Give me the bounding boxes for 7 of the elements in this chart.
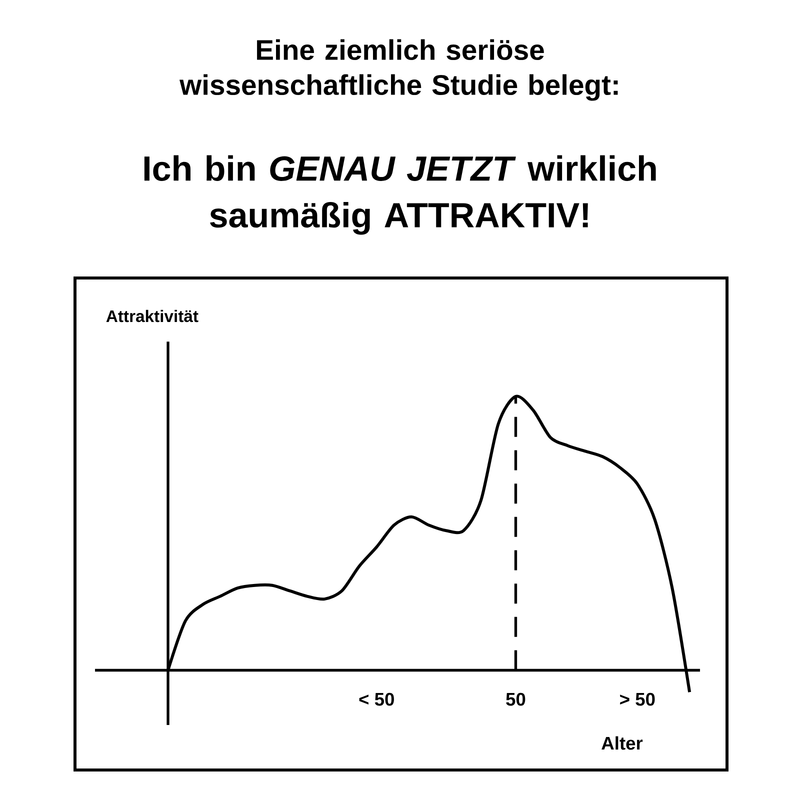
chart-title: Eine ziemlich seriöse wissenschaftliche Studie belegt: [180, 39, 618, 101]
x-axis-title: Alter [602, 736, 643, 750]
x-tick-label: 50 [506, 692, 526, 706]
x-tick-label: > 50 [620, 692, 655, 706]
chart-subtitle: Ich bin GENAU JETZT wirklich saumäßig ATTRAKTIV! [144, 155, 656, 235]
x-tick-label: < 50 [359, 692, 394, 706]
y-axis-title: Attraktivität [106, 310, 198, 322]
